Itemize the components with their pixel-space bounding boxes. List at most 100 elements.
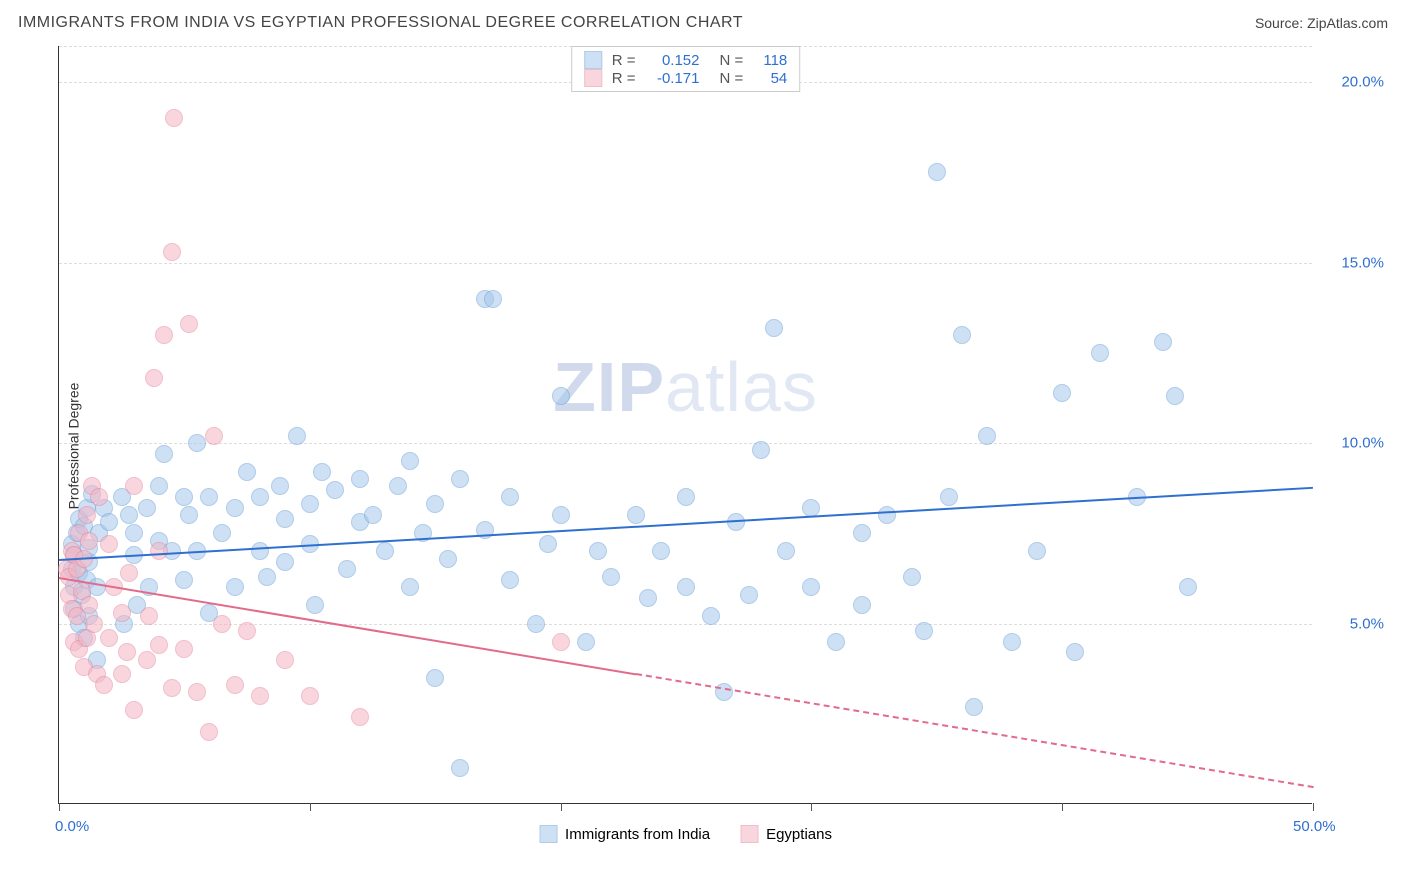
data-point (288, 427, 306, 445)
data-point (552, 387, 570, 405)
data-point (978, 427, 996, 445)
data-point (88, 578, 106, 596)
data-point (940, 488, 958, 506)
data-point (175, 488, 193, 506)
data-point (163, 679, 181, 697)
data-point (527, 615, 545, 633)
data-point (238, 622, 256, 640)
data-point (401, 452, 419, 470)
data-point (113, 604, 131, 622)
data-point (180, 506, 198, 524)
data-point (903, 568, 921, 586)
data-point (150, 636, 168, 654)
data-point (200, 488, 218, 506)
data-point (251, 542, 269, 560)
chart-area: Professional Degree ZIPatlas R =0.152N =… (10, 36, 1396, 856)
data-point (125, 524, 143, 542)
data-point (120, 506, 138, 524)
legend-swatch (584, 69, 602, 87)
data-point (451, 759, 469, 777)
data-point (552, 633, 570, 651)
data-point (188, 683, 206, 701)
x-tick (310, 803, 311, 811)
legend-series-item: Egyptians (740, 825, 832, 843)
data-point (145, 369, 163, 387)
data-point (118, 643, 136, 661)
data-point (238, 463, 256, 481)
y-tick-label: 15.0% (1341, 254, 1384, 271)
data-point (878, 506, 896, 524)
legend-swatch (584, 51, 602, 69)
data-point (100, 629, 118, 647)
data-point (752, 441, 770, 459)
gridline (59, 443, 1312, 444)
data-point (175, 640, 193, 658)
data-point (155, 326, 173, 344)
gridline (59, 263, 1312, 264)
data-point (155, 445, 173, 463)
chart-title: IMMIGRANTS FROM INDIA VS EGYPTIAN PROFES… (18, 14, 743, 32)
trend-line (636, 673, 1313, 788)
y-tick-label: 20.0% (1341, 74, 1384, 91)
data-point (1053, 384, 1071, 402)
data-point (80, 532, 98, 550)
data-point (501, 488, 519, 506)
legend-stats-row: R =-0.171N =54 (584, 69, 788, 87)
data-point (765, 319, 783, 337)
data-point (213, 615, 231, 633)
data-point (165, 109, 183, 127)
x-tick (561, 803, 562, 811)
legend-series: Immigrants from India Egyptians (539, 825, 832, 843)
data-point (677, 578, 695, 596)
x-tick (1062, 803, 1063, 811)
x-tick (1313, 803, 1314, 811)
data-point (915, 622, 933, 640)
data-point (120, 564, 138, 582)
data-point (301, 495, 319, 513)
data-point (740, 586, 758, 604)
data-point (853, 524, 871, 542)
data-point (180, 315, 198, 333)
data-point (306, 596, 324, 614)
data-point (113, 665, 131, 683)
data-point (100, 513, 118, 531)
data-point (652, 542, 670, 560)
data-point (276, 553, 294, 571)
data-point (251, 488, 269, 506)
data-point (258, 568, 276, 586)
data-point (426, 669, 444, 687)
data-point (1003, 633, 1021, 651)
chart-header: IMMIGRANTS FROM INDIA VS EGYPTIAN PROFES… (10, 10, 1396, 36)
data-point (928, 163, 946, 181)
data-point (401, 578, 419, 596)
data-point (338, 560, 356, 578)
legend-stats-row: R =0.152N =118 (584, 51, 788, 69)
data-point (150, 477, 168, 495)
data-point (271, 477, 289, 495)
x-tick (59, 803, 60, 811)
y-tick-label: 5.0% (1350, 615, 1384, 632)
data-point (1179, 578, 1197, 596)
data-point (802, 578, 820, 596)
data-point (226, 578, 244, 596)
data-point (200, 723, 218, 741)
x-tick-label: 50.0% (1293, 818, 1336, 835)
data-point (78, 506, 96, 524)
legend-swatch (539, 825, 557, 843)
data-point (539, 535, 557, 553)
data-point (100, 535, 118, 553)
data-point (351, 708, 369, 726)
data-point (589, 542, 607, 560)
legend-series-item: Immigrants from India (539, 825, 710, 843)
x-tick-label: 0.0% (55, 818, 89, 835)
data-point (1154, 333, 1172, 351)
data-point (602, 568, 620, 586)
data-point (1166, 387, 1184, 405)
data-point (326, 481, 344, 499)
plot-area: ZIPatlas R =0.152N =118R =-0.171N =54 Im… (58, 46, 1312, 804)
data-point (138, 651, 156, 669)
legend-stats: R =0.152N =118R =-0.171N =54 (571, 46, 801, 92)
data-point (451, 470, 469, 488)
data-point (484, 290, 502, 308)
data-point (426, 495, 444, 513)
